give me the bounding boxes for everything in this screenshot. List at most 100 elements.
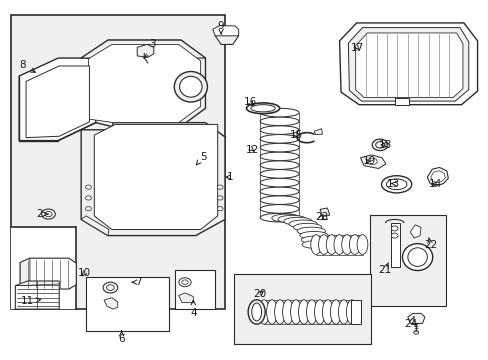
Polygon shape: [81, 123, 224, 235]
Polygon shape: [390, 223, 399, 267]
Text: 17: 17: [350, 43, 363, 53]
Ellipse shape: [301, 236, 329, 244]
Text: 13: 13: [386, 179, 400, 189]
Ellipse shape: [310, 235, 321, 255]
Ellipse shape: [174, 72, 207, 102]
Polygon shape: [19, 58, 96, 140]
Ellipse shape: [306, 300, 317, 324]
Ellipse shape: [314, 300, 325, 324]
Ellipse shape: [260, 108, 299, 117]
Ellipse shape: [45, 211, 52, 217]
Ellipse shape: [386, 179, 406, 190]
Ellipse shape: [356, 235, 367, 255]
Ellipse shape: [402, 244, 432, 271]
Polygon shape: [350, 300, 360, 324]
Ellipse shape: [85, 207, 91, 211]
Polygon shape: [81, 40, 205, 58]
Polygon shape: [20, 258, 76, 289]
Text: 3: 3: [144, 39, 156, 58]
Ellipse shape: [274, 300, 285, 324]
Ellipse shape: [330, 300, 341, 324]
Ellipse shape: [251, 303, 261, 321]
Text: 8: 8: [20, 60, 35, 72]
Ellipse shape: [179, 278, 191, 287]
Text: 21: 21: [378, 262, 391, 275]
Ellipse shape: [179, 76, 202, 97]
Text: 14: 14: [428, 179, 441, 189]
Text: 23: 23: [315, 212, 328, 221]
Polygon shape: [26, 66, 89, 138]
Text: 5: 5: [196, 152, 206, 165]
Ellipse shape: [288, 220, 317, 228]
Ellipse shape: [260, 135, 299, 143]
Text: 2: 2: [36, 209, 48, 219]
Polygon shape: [20, 258, 30, 289]
Text: 1: 1: [225, 172, 233, 182]
Polygon shape: [81, 216, 109, 235]
Polygon shape: [339, 23, 477, 105]
Polygon shape: [15, 281, 59, 286]
Ellipse shape: [260, 213, 299, 222]
Ellipse shape: [381, 176, 411, 193]
Ellipse shape: [85, 196, 91, 200]
Polygon shape: [394, 98, 408, 105]
Polygon shape: [81, 40, 205, 126]
Polygon shape: [11, 15, 224, 309]
Ellipse shape: [247, 300, 264, 324]
Ellipse shape: [413, 330, 418, 334]
Ellipse shape: [341, 235, 352, 255]
Text: 11: 11: [20, 296, 41, 306]
Text: 22: 22: [423, 238, 436, 250]
Ellipse shape: [246, 103, 279, 114]
Polygon shape: [347, 28, 468, 101]
Polygon shape: [104, 298, 118, 309]
Ellipse shape: [106, 285, 114, 291]
Text: 7: 7: [132, 277, 142, 287]
Polygon shape: [427, 167, 447, 185]
Ellipse shape: [182, 280, 188, 284]
Ellipse shape: [271, 214, 300, 222]
Ellipse shape: [258, 300, 269, 324]
Ellipse shape: [283, 217, 311, 225]
Text: 19: 19: [362, 156, 375, 166]
Text: 12: 12: [245, 144, 258, 154]
Ellipse shape: [298, 300, 308, 324]
Ellipse shape: [338, 300, 348, 324]
Ellipse shape: [375, 141, 384, 148]
Ellipse shape: [302, 240, 330, 248]
Ellipse shape: [260, 187, 299, 196]
Text: 10: 10: [78, 268, 91, 278]
Text: 20: 20: [253, 289, 266, 299]
Text: 4: 4: [190, 300, 196, 318]
Ellipse shape: [371, 139, 387, 150]
Ellipse shape: [217, 196, 223, 200]
Ellipse shape: [266, 300, 277, 324]
Ellipse shape: [290, 300, 301, 324]
Bar: [369, 215, 445, 306]
Text: 9: 9: [217, 21, 224, 34]
Polygon shape: [88, 44, 200, 123]
Ellipse shape: [260, 126, 299, 134]
Polygon shape: [355, 33, 462, 98]
Polygon shape: [360, 155, 385, 168]
Ellipse shape: [390, 226, 397, 231]
Polygon shape: [320, 208, 329, 217]
Text: 16: 16: [243, 97, 256, 107]
Text: 15: 15: [289, 130, 302, 140]
Ellipse shape: [217, 207, 223, 211]
Ellipse shape: [293, 223, 321, 231]
Polygon shape: [407, 314, 424, 323]
Ellipse shape: [322, 300, 332, 324]
Ellipse shape: [260, 204, 299, 213]
Polygon shape: [178, 293, 193, 303]
Ellipse shape: [260, 152, 299, 161]
Ellipse shape: [260, 170, 299, 178]
Ellipse shape: [103, 282, 118, 293]
Polygon shape: [409, 225, 420, 238]
Polygon shape: [11, 226, 76, 309]
Ellipse shape: [325, 235, 336, 255]
Ellipse shape: [333, 235, 344, 255]
Polygon shape: [137, 44, 154, 57]
Ellipse shape: [297, 227, 325, 235]
Ellipse shape: [318, 235, 328, 255]
